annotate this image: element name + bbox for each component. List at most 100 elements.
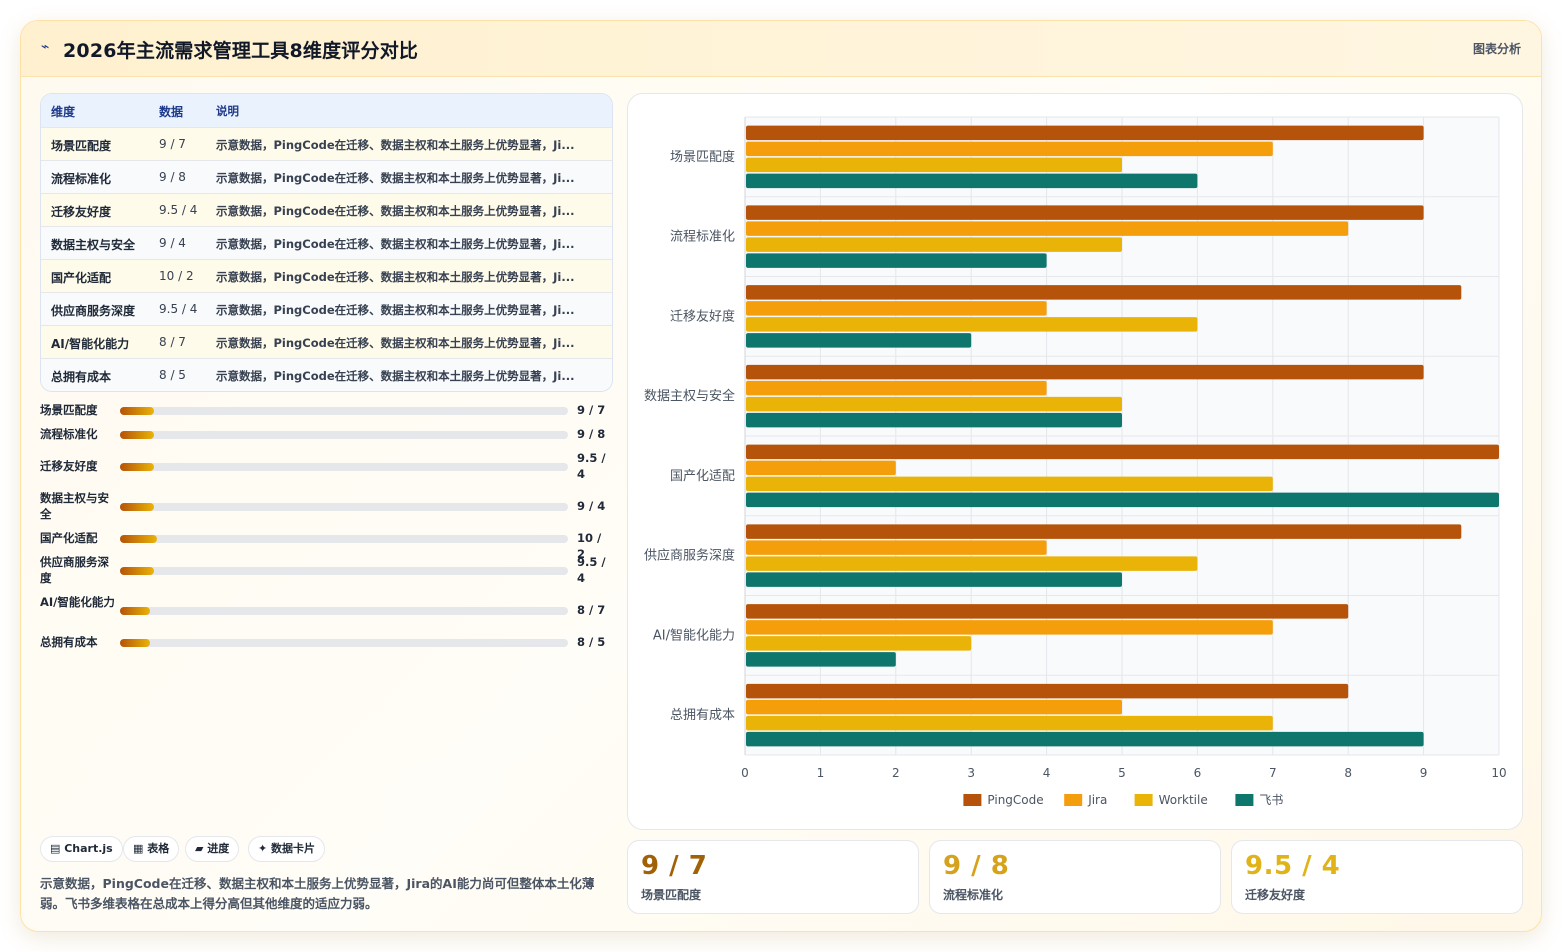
kpi-value: 9 / 8 bbox=[943, 851, 1010, 881]
bar-PingCode bbox=[746, 364, 1424, 380]
table-header-row: 维度 数据 说明 bbox=[41, 94, 612, 127]
bar-飞书 bbox=[746, 652, 896, 667]
progress-fill bbox=[120, 407, 154, 415]
progress-value: 9 / 4 bbox=[577, 499, 606, 513]
y-category-label: 数据主权与安全 bbox=[644, 388, 735, 404]
table-row: 国产化适配 10 / 2 示意数据，PingCode在迁移、数据主权和本土服务上… bbox=[41, 259, 612, 293]
bar-Jira bbox=[746, 141, 1273, 157]
x-tick-label: 4 bbox=[1043, 766, 1051, 780]
bar-Worktile bbox=[746, 556, 1198, 571]
progress-list: 场景匹配度 9 / 7 流程标准化 9 / 8 迁移友好度 9.5 / 4 数据… bbox=[40, 399, 611, 659]
bar-Worktile bbox=[746, 237, 1122, 252]
legend-label: 飞书 bbox=[1259, 793, 1283, 807]
table-cell-data: 8 / 5 bbox=[159, 368, 186, 382]
table-cell-data: 9 / 8 bbox=[159, 170, 186, 184]
kpi-card: 9 / 8 流程标准化 bbox=[929, 840, 1221, 914]
table-cell-desc: 示意数据，PingCode在迁移、数据主权和本土服务上优势显著，Ji... bbox=[216, 303, 575, 317]
legend-label: PingCode bbox=[987, 793, 1043, 807]
progress-label: 数据主权与安全 bbox=[40, 491, 109, 521]
progress-label: 总拥有成本 bbox=[40, 635, 98, 649]
progress-value: 9.5 / 4 bbox=[577, 555, 606, 585]
table-cell-dimension: 数据主权与安全 bbox=[51, 238, 136, 252]
page-title: 2026年主流需求管理工具8维度评分对比 bbox=[63, 40, 419, 62]
table-row: 迁移友好度 9.5 / 4 示意数据，PingCode在迁移、数据主权和本土服务… bbox=[41, 193, 612, 227]
table-cell-desc: 示意数据，PingCode在迁移、数据主权和本土服务上优势显著，Ji... bbox=[216, 171, 575, 185]
progress-value: 8 / 7 bbox=[577, 603, 606, 617]
bar-飞书 bbox=[746, 253, 1047, 268]
x-tick-label: 5 bbox=[1118, 766, 1126, 780]
summary-note: 示意数据，PingCode在迁移、数据主权和本土服务上优势显著，Jira的AI能… bbox=[40, 876, 595, 911]
legend-swatch bbox=[1134, 794, 1153, 806]
progress-track bbox=[120, 407, 568, 415]
y-category-label: 场景匹配度 bbox=[670, 149, 735, 165]
progress-label: 国产化适配 bbox=[40, 531, 98, 545]
legend-swatch bbox=[1235, 794, 1254, 806]
bar-PingCode bbox=[746, 683, 1349, 699]
table-cell-data: 9 / 4 bbox=[159, 236, 186, 250]
y-category-label: 迁移友好度 bbox=[670, 308, 735, 324]
legend-label: Worktile bbox=[1159, 793, 1208, 807]
kpi-label: 迁移友好度 bbox=[1245, 888, 1306, 902]
chart-icon: ⌁ bbox=[41, 39, 50, 55]
table-row: 总拥有成本 8 / 5 示意数据，PingCode在迁移、数据主权和本土服务上优… bbox=[41, 358, 612, 391]
chip-table[interactable]: ▦ 表格 bbox=[123, 836, 180, 862]
bar-Jira bbox=[746, 460, 896, 476]
table-cell-desc: 示意数据，PingCode在迁移、数据主权和本土服务上优势显著，Ji... bbox=[216, 237, 575, 251]
progress-value: 8 / 5 bbox=[577, 635, 606, 649]
x-tick-label: 2 bbox=[892, 766, 900, 780]
x-tick-label: 8 bbox=[1344, 766, 1352, 780]
x-tick-label: 9 bbox=[1420, 766, 1428, 780]
bar-PingCode bbox=[746, 444, 1499, 460]
header-bar: ⌁ 2026年主流需求管理工具8维度评分对比 图表分析 bbox=[21, 21, 1541, 77]
kpi-label: 场景匹配度 bbox=[641, 888, 702, 902]
x-tick-label: 7 bbox=[1269, 766, 1277, 780]
table-cell-data: 9.5 / 4 bbox=[159, 203, 198, 217]
progress-value: 9 / 7 bbox=[577, 403, 606, 417]
x-tick-label: 0 bbox=[741, 766, 749, 780]
x-tick-label: 3 bbox=[967, 766, 975, 780]
chip-data-cards[interactable]: ✦ 数据卡片 bbox=[248, 836, 326, 862]
bar-Worktile bbox=[746, 396, 1122, 412]
y-category-label: 流程标准化 bbox=[670, 230, 735, 245]
progress-fill bbox=[120, 535, 157, 543]
table-header-dimension: 维度 bbox=[51, 105, 76, 119]
bar-Jira bbox=[746, 540, 1047, 555]
y-category-label: 总拥有成本 bbox=[670, 708, 735, 723]
bar-PingCode bbox=[746, 604, 1349, 619]
chip-progress[interactable]: ▰ 进度 bbox=[185, 836, 240, 862]
progress-label: AI/智能化能力 bbox=[40, 595, 115, 609]
bar-飞书 bbox=[746, 492, 1499, 508]
table-cell-desc: 示意数据，PingCode在迁移、数据主权和本土服务上优势显著，Ji... bbox=[216, 369, 575, 383]
progress-track bbox=[120, 431, 568, 439]
table-header-desc: 说明 bbox=[216, 104, 239, 118]
kpi-label: 流程标准化 bbox=[943, 888, 1004, 902]
table-row: 场景匹配度 9 / 7 示意数据，PingCode在迁移、数据主权和本土服务上优… bbox=[41, 127, 612, 161]
table-cell-dimension: 总拥有成本 bbox=[51, 370, 112, 384]
chart-analysis-tag[interactable]: 图表分析 bbox=[1472, 42, 1521, 56]
legend-swatch bbox=[1064, 794, 1083, 806]
dashboard-card: ⌁ 2026年主流需求管理工具8维度评分对比 图表分析 维度 数据 说明 场景匹… bbox=[20, 20, 1542, 932]
chip-chartjs[interactable]: ▤ Chart.js bbox=[40, 836, 123, 862]
kpi-value: 9 / 7 bbox=[641, 851, 708, 881]
progress-fill bbox=[120, 567, 154, 575]
bar-Worktile bbox=[746, 476, 1273, 492]
progress-fill bbox=[120, 607, 151, 615]
progress-track bbox=[120, 567, 568, 575]
table-cell-desc: 示意数据，PingCode在迁移、数据主权和本土服务上优势显著，Ji... bbox=[216, 138, 575, 152]
progress-track bbox=[120, 639, 568, 647]
y-category-label: 供应商服务深度 bbox=[644, 548, 735, 564]
table-header-data: 数据 bbox=[159, 105, 184, 119]
table-cell-dimension: 国产化适配 bbox=[51, 271, 112, 285]
progress-track bbox=[120, 463, 568, 471]
bar-Jira bbox=[746, 699, 1122, 715]
x-tick-label: 10 bbox=[1491, 766, 1506, 780]
table-cell-dimension: 场景匹配度 bbox=[51, 139, 112, 153]
table-cell-dimension: AI/智能化能力 bbox=[51, 337, 130, 351]
bar-chart: 0 1 2 3 4 5 6 7 8 9 10 场景匹配度流程标准化迁移友好度数据主权与安全国产化适配供… bbox=[644, 116, 1507, 807]
bar-Jira bbox=[746, 221, 1349, 236]
legend-label: Jira bbox=[1087, 793, 1107, 807]
progress-value: 9 / 8 bbox=[577, 427, 606, 441]
y-category-label: 国产化适配 bbox=[670, 469, 735, 484]
progress-label: 迁移友好度 bbox=[40, 459, 98, 473]
progress-track bbox=[120, 503, 568, 511]
